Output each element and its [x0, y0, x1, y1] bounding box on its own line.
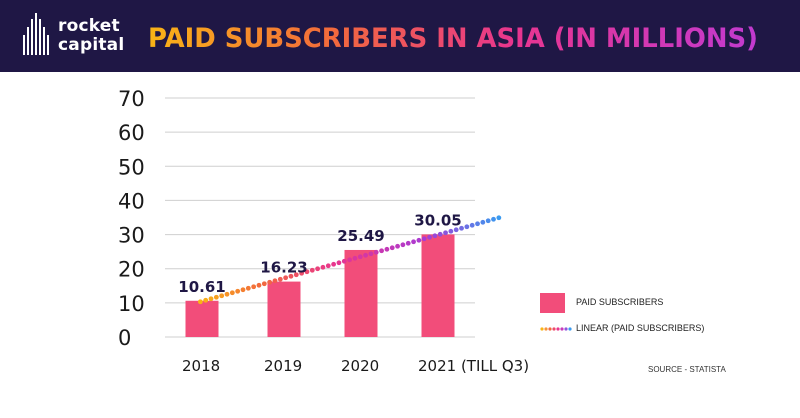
x-tick-label: 2021 (TILL Q3): [418, 357, 529, 375]
trendline-dot: [277, 276, 283, 282]
source-note: SOURCE - STATISTA: [648, 365, 726, 374]
y-tick-label: 40: [118, 189, 145, 213]
header-banner: rocket capital PAID SUBSCRIBERS IN ASIA …: [0, 0, 800, 72]
brand-line-2: capital: [58, 35, 125, 55]
trendline-dot: [208, 296, 214, 302]
y-tick-label: 50: [118, 155, 145, 179]
y-tick-label: 10: [118, 292, 145, 316]
trendline-dot: [256, 282, 262, 288]
data-label: 30.05: [414, 211, 461, 229]
trendline-dot: [341, 258, 347, 264]
y-tick-label: 20: [118, 258, 145, 282]
trendline-dot: [235, 288, 241, 294]
trendline-dot: [400, 242, 406, 248]
data-label: 16.23: [260, 259, 307, 277]
legend-bar-label: PAID SUBSCRIBERS: [576, 297, 664, 307]
trendline-dot: [459, 225, 464, 231]
trendline-dot: [363, 252, 368, 258]
bar: [267, 281, 301, 337]
data-label: 10.61: [178, 278, 225, 296]
y-tick-label: 60: [118, 121, 145, 145]
y-tick-label: 0: [118, 326, 131, 350]
trendline-dot: [352, 255, 358, 261]
trendline-dot: [469, 222, 475, 228]
trendline-dot: [320, 264, 326, 270]
trendline-dot: [389, 245, 395, 251]
rocket-capital-logo: rocket capital: [22, 11, 142, 61]
trendline-dot: [491, 216, 496, 222]
trendline-dot: [229, 290, 235, 296]
trendline-dot: [437, 231, 443, 237]
trendline-dot: [443, 230, 448, 236]
y-tick-label: 30: [118, 224, 145, 248]
trendline-dot: [293, 272, 299, 278]
trendline-dot: [485, 218, 491, 224]
trendline-dot: [331, 261, 337, 267]
trendline-dot: [432, 233, 438, 239]
trendline-dot: [283, 275, 289, 281]
legend-trendline-swatch: [540, 327, 572, 331]
brand-line-1: rocket: [58, 16, 120, 36]
trendline-dot: [219, 293, 225, 299]
trendline-dot: [203, 297, 209, 303]
x-tick-label: 2018: [182, 357, 220, 375]
trendline-dot: [304, 269, 310, 275]
trendline-dot: [384, 246, 390, 252]
trendline-dot: [416, 237, 422, 243]
trendline-dot: [299, 270, 305, 276]
trendline-dot: [347, 257, 352, 263]
x-tick-label: 2019: [264, 357, 302, 375]
trendline-dot: [448, 228, 454, 234]
trendline-dot: [267, 279, 273, 285]
trendline-dot: [373, 249, 379, 255]
legend-trendline-label: LINEAR (PAID SUBSCRIBERS): [576, 323, 705, 333]
trendline-dot: [272, 278, 278, 284]
trendline-dot: [309, 267, 315, 273]
bar: [421, 234, 455, 337]
trendline-dot: [245, 285, 251, 291]
bar: [185, 300, 219, 337]
trendline-dot: [224, 291, 230, 297]
trendline-dot: [421, 236, 427, 242]
trendline-dot: [480, 219, 486, 225]
trendline-dot: [325, 263, 331, 269]
trendline-dot: [405, 240, 411, 246]
bar-chart: 0 10 20 30 40 50 60 70 10.61 16.23 25.49 30.05 2018 2…: [118, 87, 529, 375]
y-tick-label: 70: [118, 87, 145, 111]
trendline-dot: [240, 287, 246, 293]
trendline-dot: [453, 227, 459, 233]
trendline-dot: [395, 243, 400, 249]
trendline-dot: [496, 215, 502, 221]
chart-title: PAID SUBSCRIBERS IN ASIA (IN MILLIONS): [148, 23, 758, 54]
trendline-dot: [261, 281, 267, 287]
trendline-dot: [251, 284, 257, 290]
trendline-dot: [213, 294, 219, 300]
trendline-dot: [379, 248, 384, 254]
x-tick-label: 2020: [341, 357, 379, 375]
trendline-dot: [197, 299, 203, 305]
legend-bar-swatch: [540, 293, 565, 313]
trendline-dot: [336, 260, 342, 266]
trendline-dot: [464, 224, 470, 230]
chart-title-wrapper: PAID SUBSCRIBERS IN ASIA (IN MILLIONS): [148, 23, 758, 54]
trendline-dot: [427, 234, 432, 240]
bar: [344, 249, 378, 337]
trendline-dot: [315, 266, 321, 272]
brand-name: rocket capital: [58, 17, 124, 55]
data-label: 25.49: [337, 227, 384, 245]
trendline-dot: [411, 239, 416, 245]
trendline-dot: [475, 221, 480, 227]
trendline-dot: [368, 251, 374, 257]
trendline-dot: [357, 254, 363, 260]
rocket-logo-icon: [23, 13, 49, 55]
trendline-dot: [288, 273, 294, 279]
